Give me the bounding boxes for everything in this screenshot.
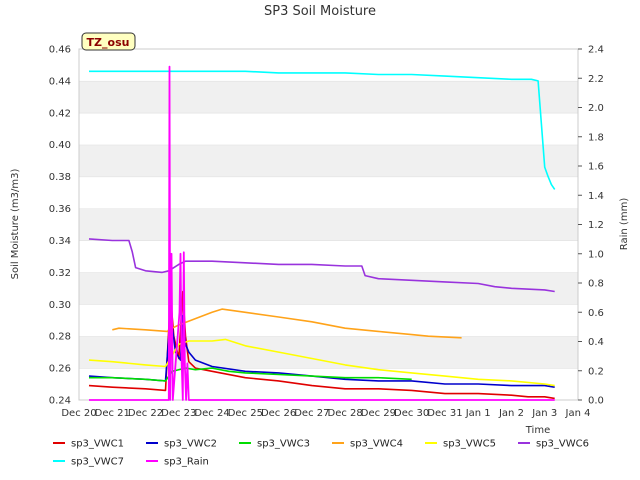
legend-label-sp3_VWC3: sp3_VWC3 xyxy=(257,439,310,450)
x-tick-label: Dec 21 xyxy=(95,408,130,419)
grid-band xyxy=(79,49,578,81)
y-axis-left-ticks: 0.24 0.26 0.28 0.30 0.32 0.34 0.36 0.38 0.40 0.42… xyxy=(49,45,71,407)
grid-band xyxy=(79,144,578,177)
legend-label-sp3_VWC1: sp3_VWC1 xyxy=(71,439,124,450)
series-line-sp3_Rain xyxy=(89,65,555,401)
y-right-tick-label: 0.8 xyxy=(588,279,604,290)
x-tick-label: Dec 20 xyxy=(61,408,96,419)
tz-annotation: TZ_osu xyxy=(81,32,136,51)
grid-band xyxy=(79,112,578,145)
x-tick-label: Dec 26 xyxy=(261,408,296,419)
y-right-tick-label: 1.0 xyxy=(588,249,604,260)
y-right-tick-label: 1.8 xyxy=(588,132,604,143)
tz-annotation-box xyxy=(81,32,136,51)
y-left-tick-label: 0.40 xyxy=(49,140,71,151)
y-left-tick-label: 0.26 xyxy=(49,364,71,375)
y-left-tick-label: 0.32 xyxy=(49,268,71,279)
y-right-tick-label: 0.0 xyxy=(588,396,604,407)
y-right-tick-label: 1.4 xyxy=(588,191,604,202)
y-left-tick-label: 0.30 xyxy=(49,300,71,311)
y-right-tick-label: 1.2 xyxy=(588,220,604,231)
y-axis-right-ticks: 0.0 0.2 0.4 0.6 0.8 1.0 1.2 1.4 1.6 1.8 2.0 2.2 2.4 xyxy=(578,45,604,407)
chart-title: SP3 Soil Moisture xyxy=(264,4,376,19)
y-left-tick-label: 0.42 xyxy=(49,108,71,119)
x-tick-label: Jan 2 xyxy=(498,408,524,419)
legend-label-sp3_VWC2: sp3_VWC2 xyxy=(164,439,217,450)
series-layer xyxy=(88,65,556,401)
y-left-tick-label: 0.28 xyxy=(49,332,71,343)
grid-band xyxy=(79,80,578,113)
legend-label-sp3_VWC5: sp3_VWC5 xyxy=(443,439,496,450)
plot-background-bands xyxy=(79,48,578,400)
y-right-tick-label: 0.4 xyxy=(588,337,604,348)
legend-label-sp3_VWC7: sp3_VWC7 xyxy=(71,457,124,468)
x-tick-label: Dec 29 xyxy=(361,408,396,419)
x-tick-label: Dec 24 xyxy=(194,408,229,419)
legend: sp3_VWC1 sp3_VWC2 sp3_VWC3 sp3_VWC4 sp3_VWC5… xyxy=(53,439,589,468)
y-right-tick-label: 2.4 xyxy=(588,45,604,56)
y-axis-left-label: Soil Moisture (m3/m3) xyxy=(10,169,21,280)
legend-label-sp3_Rain: sp3_Rain xyxy=(164,457,209,468)
y-axis-right-label: Rain (mm) xyxy=(619,198,630,251)
tz-annotation-text: TZ_osu xyxy=(87,36,130,49)
legend-label-sp3_VWC4: sp3_VWC4 xyxy=(350,439,403,450)
y-left-tick-label: 0.36 xyxy=(49,204,71,215)
x-tick-label: Dec 31 xyxy=(427,408,462,419)
x-tick-label: Dec 27 xyxy=(294,408,329,419)
y-right-tick-label: 2.2 xyxy=(588,74,604,85)
y-right-tick-label: 2.0 xyxy=(588,103,604,114)
legend-label-sp3_VWC6: sp3_VWC6 xyxy=(536,439,589,450)
y-left-tick-label: 0.46 xyxy=(49,45,71,56)
series-line-sp3_VWC5 xyxy=(88,338,555,387)
x-tick-label: Jan 1 xyxy=(465,408,491,419)
y-left-tick-label: 0.44 xyxy=(49,76,71,87)
series-line-sp3_VWC3 xyxy=(89,367,412,382)
x-tick-label: Dec 22 xyxy=(128,408,163,419)
y-right-tick-label: 0.2 xyxy=(588,366,604,377)
x-axis-label: Time xyxy=(525,425,550,436)
y-right-tick-label: 1.6 xyxy=(588,162,604,173)
y-left-tick-label: 0.38 xyxy=(49,172,71,183)
x-tick-label: Dec 30 xyxy=(394,408,429,419)
series-line-sp3_VWC6 xyxy=(88,238,555,293)
y-left-tick-label: 0.24 xyxy=(49,396,71,407)
grid-band xyxy=(79,304,578,337)
grid-band xyxy=(79,336,578,369)
series-line-sp3_VWC4 xyxy=(112,308,462,339)
x-tick-label: Jan 4 xyxy=(565,408,591,419)
x-tick-label: Dec 25 xyxy=(228,408,263,419)
y-left-tick-label: 0.34 xyxy=(49,236,71,247)
series-line-sp3_VWC7 xyxy=(89,70,556,190)
x-tick-label: Dec 23 xyxy=(161,408,196,419)
grid-band xyxy=(79,240,578,273)
x-tick-label: Dec 28 xyxy=(328,408,363,419)
grid-band xyxy=(79,272,578,305)
grid-band xyxy=(79,208,578,241)
grid-band xyxy=(79,176,578,209)
x-tick-label: Jan 3 xyxy=(531,408,557,419)
y-right-tick-label: 0.6 xyxy=(588,308,604,319)
